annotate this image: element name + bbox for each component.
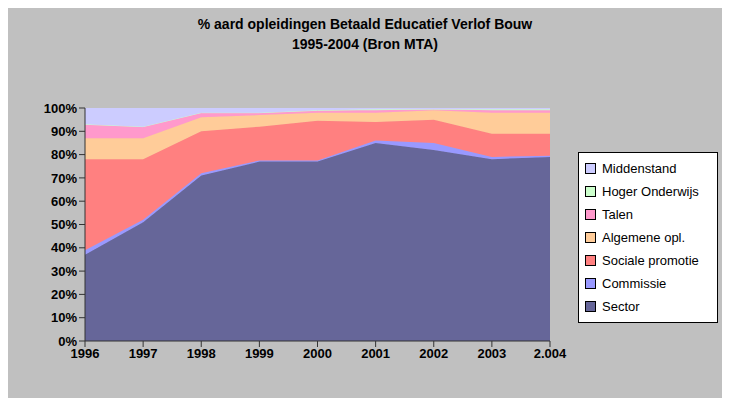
svg-text:2003: 2003	[477, 346, 506, 361]
html-text:Sector: Sector	[602, 299, 640, 314]
svg-text:0%: 0%	[58, 334, 77, 349]
svg-text:50%: 50%	[51, 217, 77, 232]
svg-text:2002: 2002	[419, 346, 448, 361]
svg-text:20%: 20%	[51, 287, 77, 302]
svg-text:40%: 40%	[51, 240, 77, 255]
svg-text:1996: 1996	[70, 346, 100, 362]
svg-text:2000: 2000	[303, 346, 332, 361]
html-text:Middenstand: Middenstand	[602, 161, 677, 176]
svg-text:10%: 10%	[51, 310, 77, 325]
html-text:Algemene opl.: Algemene opl.	[602, 230, 686, 245]
svg-text:2.004: 2.004	[534, 346, 567, 361]
svg-text:80%: 80%	[51, 147, 77, 162]
svg-text:60%: 60%	[51, 194, 77, 209]
html-text:Talen: Talen	[602, 207, 634, 222]
svg-text:90%: 90%	[51, 124, 77, 139]
html-text:Sociale promotie: Sociale promotie	[602, 253, 699, 268]
html-text:Commissie: Commissie	[602, 276, 667, 291]
svg-text:100%: 100%	[44, 101, 78, 116]
html-text:1995-2004 (Bron MTA): 1995-2004 (Bron MTA)	[292, 36, 438, 52]
html-text:% aard opleidingen Betaald Edu: % aard opleidingen Betaald Educatief Ver…	[197, 16, 533, 32]
html-text:Hoger Onderwijs: Hoger Onderwijs	[602, 184, 699, 199]
svg-text:30%: 30%	[51, 264, 77, 279]
svg-text:1999: 1999	[245, 346, 274, 361]
svg-text:70%: 70%	[51, 171, 77, 186]
svg-text:1997: 1997	[129, 346, 158, 361]
svg-text:2001: 2001	[361, 346, 390, 361]
svg-text:1998: 1998	[187, 346, 216, 361]
